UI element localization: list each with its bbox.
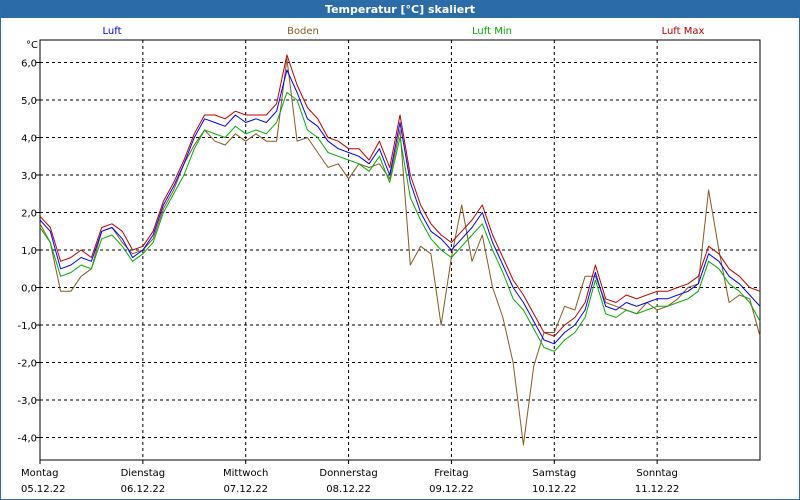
y-axis-ticks: 6,0 5,0 4,0 3,0 2,0 1,0 0,0 -1,0 -2,0 -3,0 -4,0 [17,59,40,445]
y-tick-label: -1,0 [17,321,37,332]
series-line [39,69,761,345]
legend-entry: Luft Min [472,26,512,37]
x-tick-day: Dienstag [121,468,166,479]
y-tick-label: 2,0 [21,209,37,220]
legend-entry: Luft Max [662,26,705,37]
y-tick-label: 0,0 [21,284,37,295]
x-tick-date: 05.12.22 [21,484,66,495]
legend-entry: Boden [287,26,319,37]
y-tick-label: -4,0 [17,434,37,445]
x-tick-day: Samstag [532,468,576,479]
x-axis-ticks: Montag 05.12.22 Dienstag 06.12.22 Mittwoch 07… [21,460,679,495]
series-line [39,92,761,352]
x-tick-day: Freitag [434,468,468,479]
y-tick-label: 4,0 [21,134,37,145]
x-tick-day: Montag [21,468,58,479]
x-tick-date: 06.12.22 [121,484,166,495]
x-tick-date: 08.12.22 [326,484,371,495]
x-tick-day: Sonntag [636,468,678,479]
x-tick-day: Donnerstag [319,468,377,479]
y-unit-label: °C [26,40,38,51]
y-tick-label: 5,0 [21,96,37,107]
x-tick-date: 10.12.22 [532,484,577,495]
legend-entry: Luft [103,26,122,37]
y-tick-label: 3,0 [21,171,37,182]
x-tick-day: Mittwoch [223,468,268,479]
series-lines [39,54,761,446]
chart-title: Temperatur [°C] skaliert [1,1,799,18]
legend: Luft Boden Luft Min Luft Max [103,26,705,37]
gridlines [40,40,760,460]
x-tick-date: 09.12.22 [429,484,474,495]
series-line [39,58,761,446]
y-tick-label: -3,0 [17,396,37,407]
series-line [39,54,761,337]
x-tick-date: 11.12.22 [635,484,680,495]
y-tick-label: -2,0 [17,359,37,370]
y-tick-label: 6,0 [21,59,37,70]
x-tick-date: 07.12.22 [223,484,268,495]
y-tick-label: 1,0 [21,246,37,257]
